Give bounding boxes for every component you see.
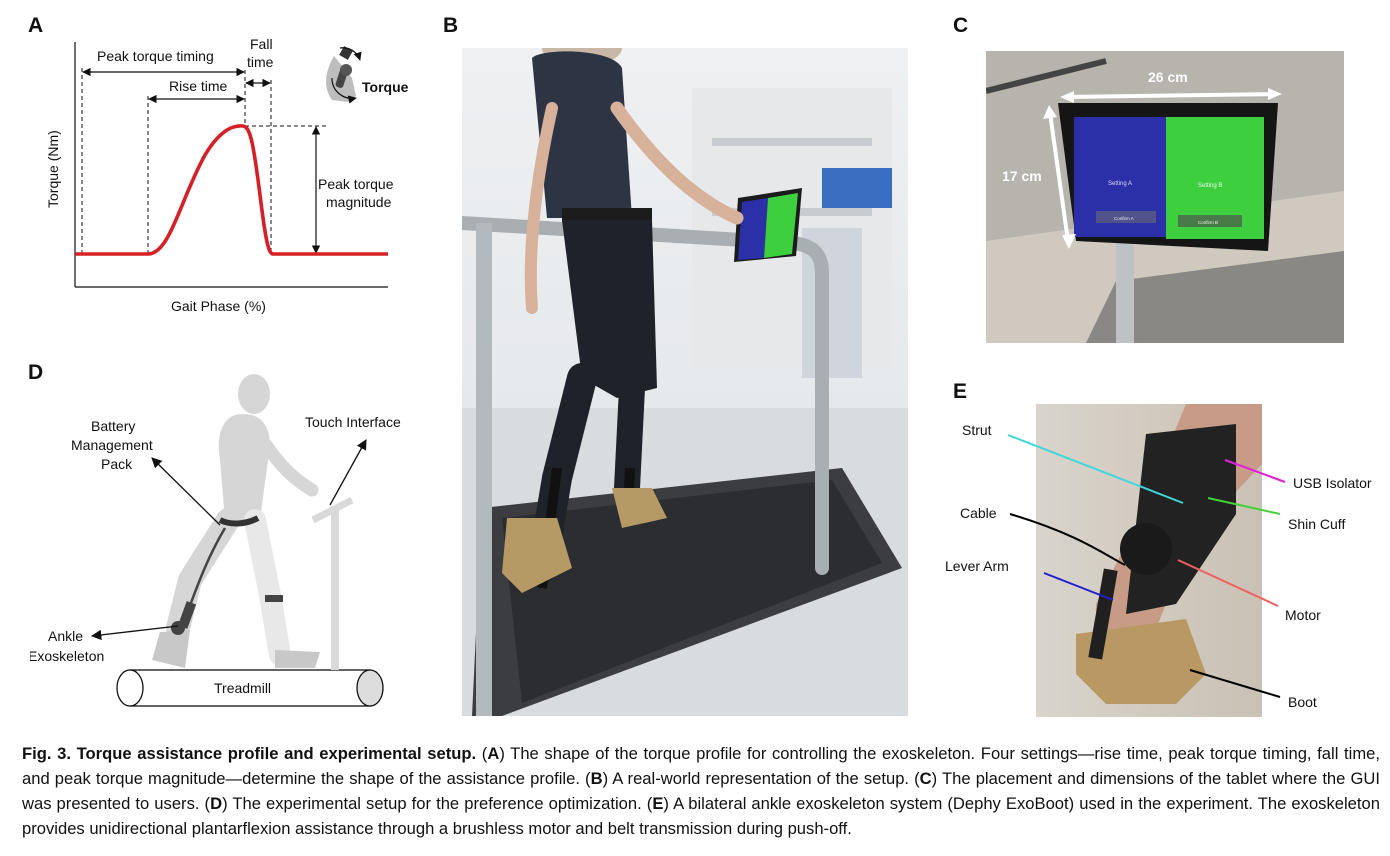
- usb-callout-line: [1224, 459, 1286, 483]
- boot-callout-line: [1189, 669, 1281, 698]
- tablet-confirm-b: Confirm B: [1198, 220, 1218, 225]
- tablet-setting-b: Setting B: [1198, 183, 1222, 189]
- motor-callout-line: [1177, 559, 1279, 607]
- strut-callout-line: [1007, 434, 1184, 504]
- lever-arm-label: Lever Arm: [945, 558, 1009, 574]
- panel-letter-c: C: [953, 14, 969, 37]
- boot-label: Boot: [1288, 694, 1317, 710]
- rise-time-label: Rise time: [169, 78, 228, 94]
- torque-profile-diagram: Torque (Nm) Gait Phase (%) Peak torque t…: [45, 36, 409, 314]
- person-silhouette: [152, 374, 320, 668]
- panel-letter-d: D: [28, 361, 44, 384]
- exoskeleton-photo: [1036, 404, 1262, 717]
- panel-letter-a: A: [28, 14, 44, 37]
- caption-fig-title: Fig. 3. Torque assistance profile and ex…: [22, 744, 477, 763]
- fall-time-label-1: Fall: [250, 36, 273, 52]
- treadmill-photo: [462, 48, 908, 716]
- treadmill-label: Treadmill: [214, 680, 271, 696]
- ankle-torque-icon: [326, 46, 362, 104]
- exoskeleton-callouts: Strut Cable Lever Arm USB Isolator Shin …: [945, 422, 1372, 710]
- battery-label-1: Battery: [91, 418, 135, 434]
- treadmill-shape: [116, 669, 384, 707]
- x-axis-label: Gait Phase (%): [171, 298, 266, 314]
- shin-cuff-label: Shin Cuff: [1288, 516, 1345, 532]
- torque-icon-label: Torque: [362, 79, 409, 95]
- figure-caption: Fig. 3. Torque assistance profile and ex…: [22, 744, 1380, 838]
- shin-callout-line: [1207, 497, 1281, 515]
- tablet-photo: Setting A Setting B Confirm A Confirm B …: [986, 51, 1344, 343]
- strut-label: Strut: [962, 422, 992, 438]
- cable-callout-line: [1009, 513, 1126, 566]
- panel-letter-b: B: [443, 14, 459, 37]
- lever-callout-line: [1043, 572, 1114, 601]
- torque-curve: [75, 124, 388, 256]
- experimental-setup-diagram: Treadmill Battery Management Pack Touch …: [30, 374, 401, 707]
- tablet-height-label: 17 cm: [1002, 168, 1042, 184]
- peak-magnitude-label-2: magnitude: [326, 194, 392, 210]
- battery-label-2: Management: [71, 437, 153, 453]
- panel-letter-e: E: [953, 380, 968, 403]
- cable-label: Cable: [960, 505, 997, 521]
- peak-magnitude-label-1: Peak torque: [318, 176, 394, 192]
- battery-label-3: Pack: [101, 456, 133, 472]
- ankle-exo-label-1: Ankle: [48, 628, 83, 644]
- motor-label: Motor: [1285, 607, 1321, 623]
- tablet-confirm-a: Confirm A: [1114, 216, 1134, 221]
- usb-isolator-label: USB Isolator: [1293, 475, 1372, 491]
- y-axis-label: Torque (Nm): [45, 130, 61, 208]
- touch-interface-label: Touch Interface: [305, 414, 401, 430]
- ankle-exo-label-2: Exoskeleton: [30, 648, 104, 664]
- fall-time-label-2: time: [247, 54, 274, 70]
- tablet-width-label: 26 cm: [1148, 69, 1188, 85]
- peak-timing-label: Peak torque timing: [97, 48, 214, 64]
- tablet-setting-a: Setting A: [1108, 181, 1132, 187]
